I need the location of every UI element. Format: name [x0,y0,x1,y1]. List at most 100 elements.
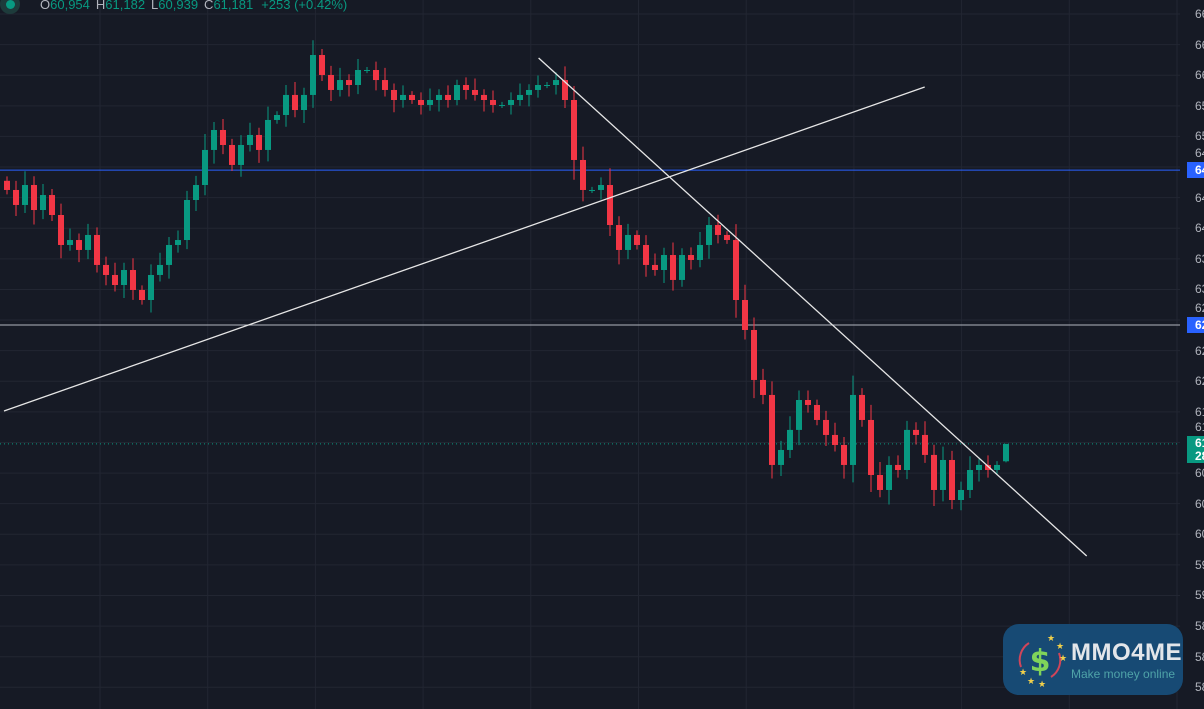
candle-body [94,234,100,265]
candle-body [274,114,280,120]
price-tick-label: 58,000 [1195,680,1204,695]
price-tick-label: 64,000 [1195,221,1204,236]
candle-body [580,159,586,190]
horizontal-line-1-price-tag: 64 [1187,162,1204,178]
last-price-value: 61 [1195,436,1204,450]
ohlc-legend: O 60,954 H 61,182 L 60,939 C 61,181 +253 (+0… [0,0,348,14]
dollar-stars-icon: $ ★★★ ★★ ★ [1018,634,1067,690]
high-label: H [95,0,106,12]
horizontal-lines[interactable] [0,169,1180,445]
candle-body [553,80,559,86]
candle-body [229,144,235,165]
candle-body [922,434,928,455]
close-value: 61,181 [213,0,254,12]
price-tick-label: 61,200 [1195,420,1204,434]
candle-body [535,85,541,90]
candle-body [841,444,847,465]
trend-line [3,86,925,412]
candle-body [598,185,604,190]
candle-body [886,464,892,490]
candle-body [877,474,883,490]
change-value: +253 (+0.42%) [261,0,348,12]
price-tick-label: 63,200 [1195,282,1204,297]
candle-body [283,94,289,115]
price-tick-label: 59,200 [1195,588,1204,603]
high-value: 61,182 [105,0,146,12]
candle-body [346,80,352,86]
open-value: 60,954 [50,0,90,12]
candle-body [958,489,964,500]
candle-body [436,94,442,100]
status-dot-icon[interactable] [0,0,20,14]
candle-body [49,195,55,215]
last-price-tag: 61 28 [1187,436,1204,463]
candle-body [31,185,37,211]
price-tick-label: 66,000 [1195,68,1204,83]
candle-body [238,144,244,165]
candle-body [202,149,208,186]
candle-body [670,255,676,280]
candle-body [409,94,415,100]
candle-body [850,394,856,465]
candle-body [184,200,190,241]
candle-body [256,134,262,150]
candle-body [724,234,730,241]
price-tick-label: 60,000 [1195,527,1204,542]
candle-body [517,94,523,100]
price-tick-label: 60,400 [1195,496,1204,511]
logo-tagline: Make money online [1071,666,1176,681]
candle-body [472,89,478,95]
horizontal-line-2-price-tag: 62 [1187,317,1204,333]
candle-body [400,94,406,100]
candle-body [814,404,820,420]
candle-body [463,85,469,90]
candle-body [607,185,613,226]
candle-body [22,185,28,205]
candle-body [832,434,838,445]
price-axis[interactable]: 58,000 58,400 58,800 59,200 59,600 60,000 60,4… [1180,0,1204,709]
trend-line [538,57,1088,557]
candle-body [130,270,136,290]
price-tick-label: 65,600 [1195,98,1204,113]
price-tick-label: 64,400 [1195,190,1204,205]
candle-body [418,100,424,105]
candle-body [706,225,712,245]
price-tick-label: 66,400 [1195,37,1204,52]
candle-body [760,379,766,395]
candle-body [292,94,298,111]
price-tick-label: 65,200 [1195,129,1204,144]
svg-text:★: ★ [1056,642,1064,652]
candle-body [967,470,973,490]
candle-body [112,274,118,286]
candle-body [778,449,784,465]
candle-body [544,85,550,87]
candle-body [526,89,532,95]
price-tick-label: 64,800 [1195,146,1204,160]
candle-body [490,100,496,105]
price-tick-label: 62,400 [1195,343,1204,358]
svg-text:★: ★ [1038,680,1046,690]
candle-body [616,225,622,250]
price-tick-label: 66,800 [1195,7,1204,21]
candle-body [769,394,775,465]
candle-body [139,289,145,300]
candle-body [940,459,946,490]
candle-body [859,394,865,420]
candle-body [994,464,1000,471]
candle-body [589,189,595,191]
candle-body [85,234,91,250]
candle-body [364,70,370,72]
candle-body [319,55,325,75]
logo-title: MMO4ME [1071,638,1182,666]
low-label: L [151,0,159,12]
candle-body [985,464,991,471]
candle-body [103,264,109,275]
bar-countdown: 28 [1195,449,1204,463]
candles [4,40,1009,511]
candle-body [742,300,748,330]
low-value: 60,939 [158,0,199,12]
candle-body [373,70,379,81]
candle-body [661,255,667,271]
trend-lines[interactable] [3,57,1088,557]
